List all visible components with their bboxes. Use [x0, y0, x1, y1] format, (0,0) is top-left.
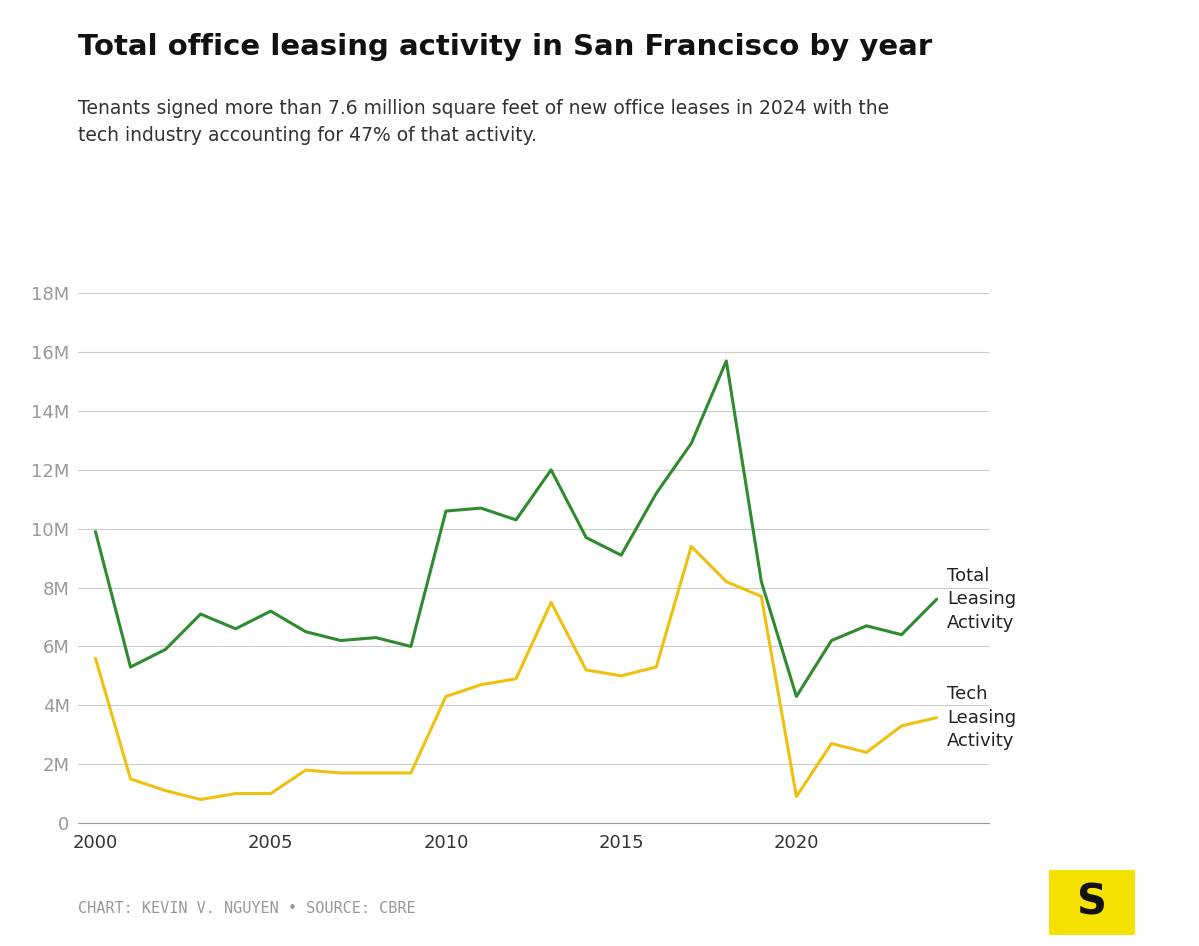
Text: Total office leasing activity in San Francisco by year: Total office leasing activity in San Fra…: [78, 33, 932, 61]
Text: CHART: KEVIN V. NGUYEN • SOURCE: CBRE: CHART: KEVIN V. NGUYEN • SOURCE: CBRE: [78, 901, 416, 916]
Text: Tech
Leasing
Activity: Tech Leasing Activity: [947, 685, 1017, 750]
Text: S: S: [1077, 882, 1108, 923]
Text: Total
Leasing
Activity: Total Leasing Activity: [947, 567, 1017, 632]
Text: Tenants signed more than 7.6 million square feet of new office leases in 2024 wi: Tenants signed more than 7.6 million squ…: [78, 99, 890, 145]
